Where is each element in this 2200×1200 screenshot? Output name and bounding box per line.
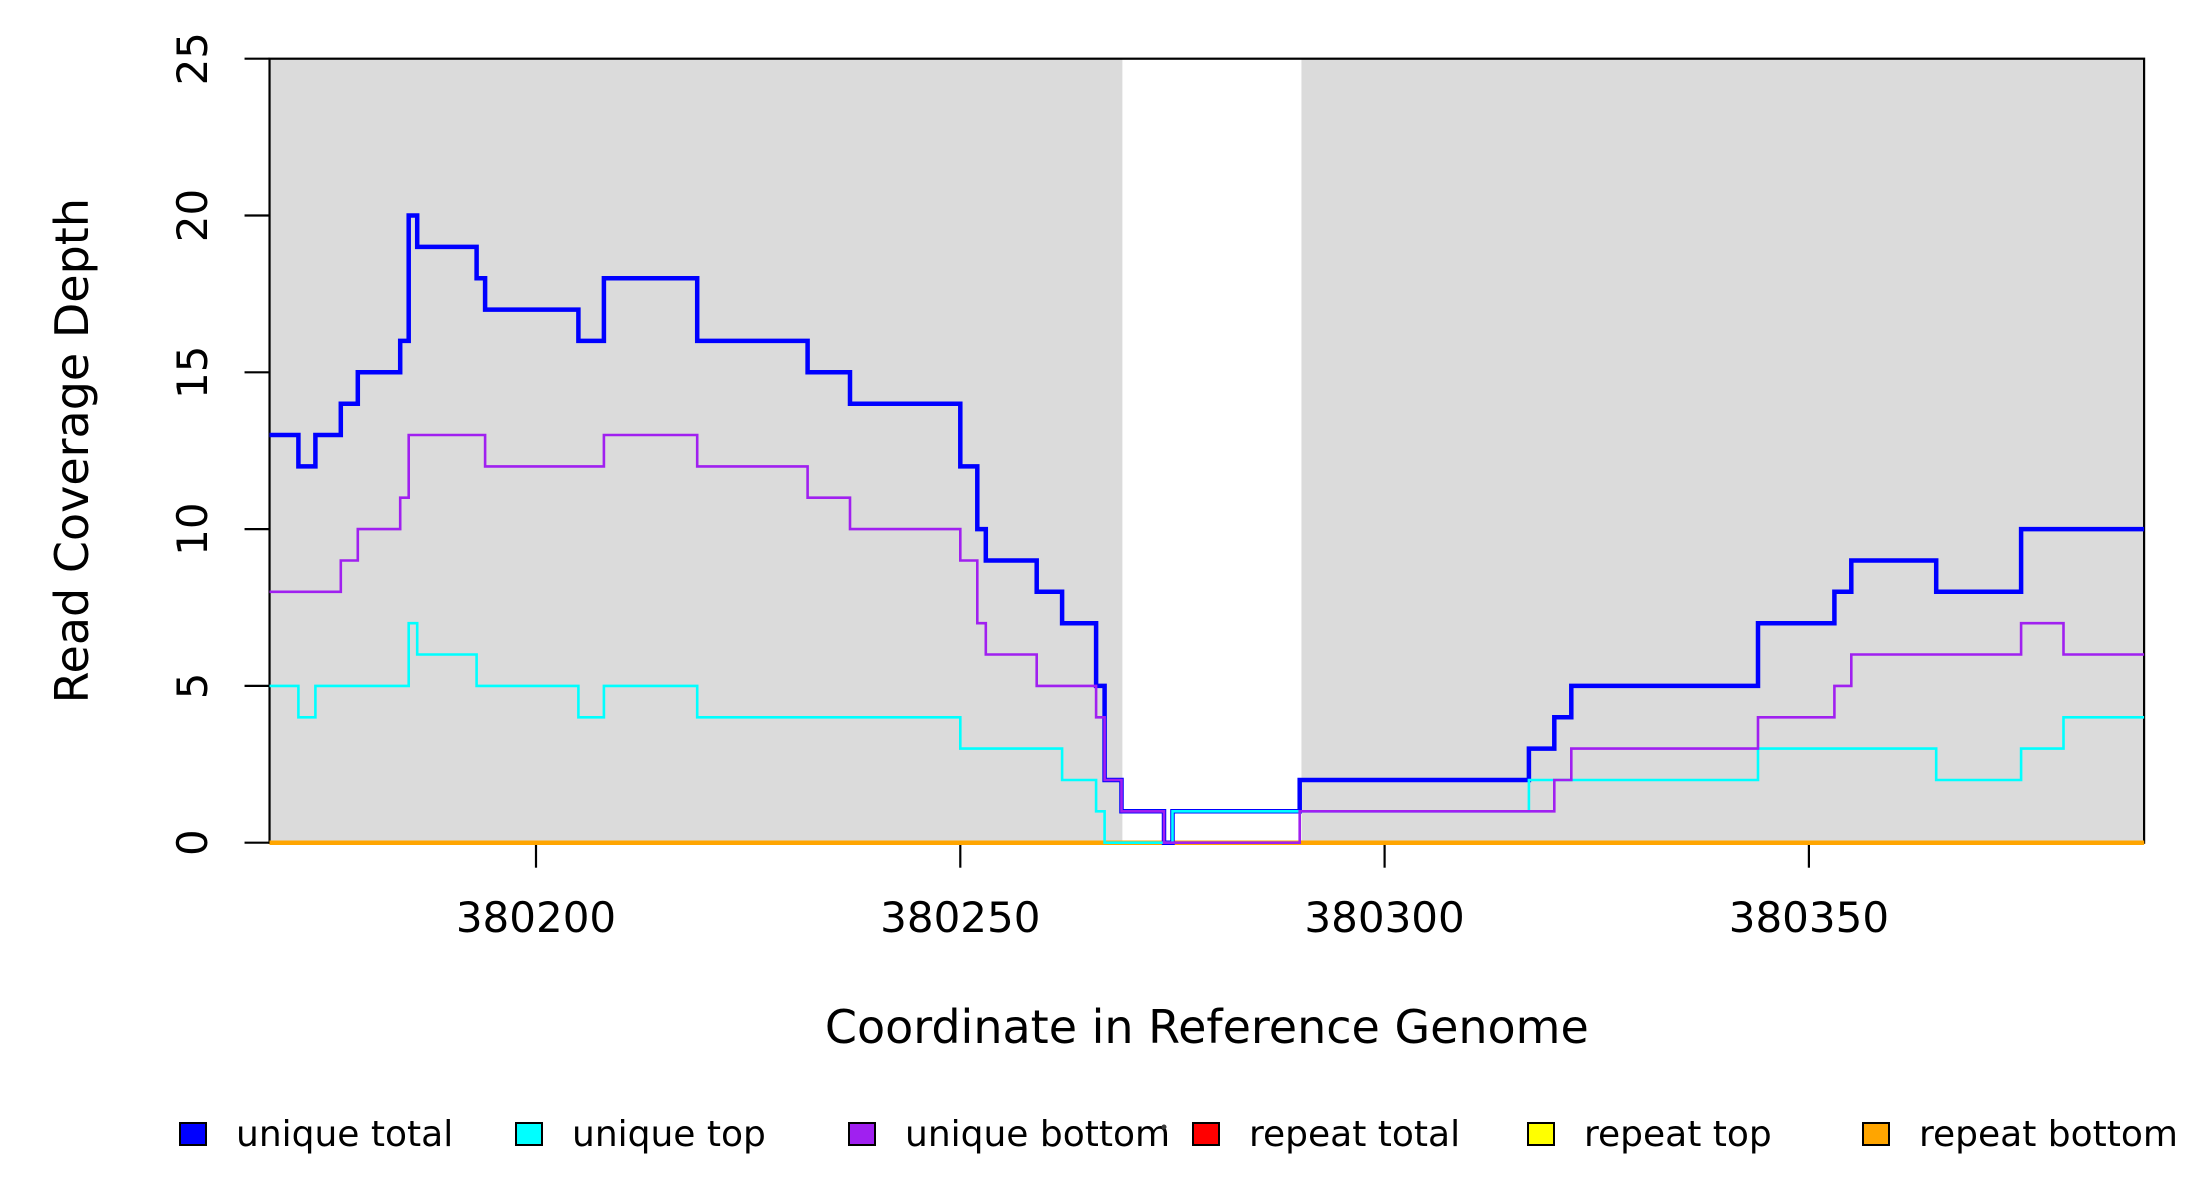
legend-swatch-unique-top: [515, 1122, 543, 1146]
legend-label-repeat-top: repeat top: [1584, 1114, 1772, 1155]
x-axis: 380200 380250 380300 380350: [456, 842, 1889, 942]
legend-artifact-dot: [1161, 1124, 1167, 1130]
unique-region-2: [1301, 58, 2145, 843]
x-tick-label: 380300: [1304, 893, 1464, 942]
legend-swatch-repeat-bottom: [1862, 1122, 1890, 1146]
series-unique-bottom: [269, 433, 2145, 844]
legend-swatch-repeat-total: [1192, 1122, 1220, 1146]
legend-label-unique-bottom: unique bottom: [905, 1114, 1170, 1155]
series-unique-top: [269, 621, 2145, 844]
y-tick-label: 15: [168, 346, 217, 399]
legend: unique total unique top unique bottom repea…: [179, 1114, 2178, 1155]
legend-item-repeat-total: repeat total: [1192, 1114, 1460, 1155]
y-tick-label: 5: [168, 673, 217, 700]
legend-item-unique-top: unique top: [515, 1114, 766, 1155]
y-axis: 0 5 10 15 20 25: [168, 32, 270, 856]
y-tick-label: 10: [168, 502, 217, 555]
legend-item-unique-total: unique total: [179, 1114, 453, 1155]
y-tick-label: 20: [168, 189, 217, 242]
y-tick-label: 0: [168, 829, 217, 856]
x-tick-label: 380350: [1729, 893, 1889, 942]
legend-item-repeat-bottom: repeat bottom: [1862, 1114, 2178, 1155]
legend-item-unique-bottom: unique bottom: [848, 1114, 1170, 1155]
x-tick-label: 380250: [880, 893, 1040, 942]
legend-swatch-unique-total: [179, 1122, 207, 1146]
legend-label-unique-top: unique top: [572, 1114, 766, 1155]
y-axis-title: Read Coverage Depth: [45, 198, 99, 703]
y-tick-label: 25: [168, 32, 217, 85]
legend-swatch-unique-bottom: [848, 1122, 876, 1146]
legend-label-unique-total: unique total: [236, 1114, 453, 1155]
legend-swatch-repeat-top: [1527, 1122, 1555, 1146]
legend-label-repeat-bottom: repeat bottom: [1919, 1114, 2178, 1155]
series-unique-total: [269, 213, 2145, 845]
x-axis-title: Coordinate in Reference Genome: [825, 1000, 1589, 1054]
x-tick-label: 380200: [456, 893, 616, 942]
legend-label-repeat-total: repeat total: [1249, 1114, 1460, 1155]
legend-item-repeat-top: repeat top: [1527, 1114, 1772, 1155]
